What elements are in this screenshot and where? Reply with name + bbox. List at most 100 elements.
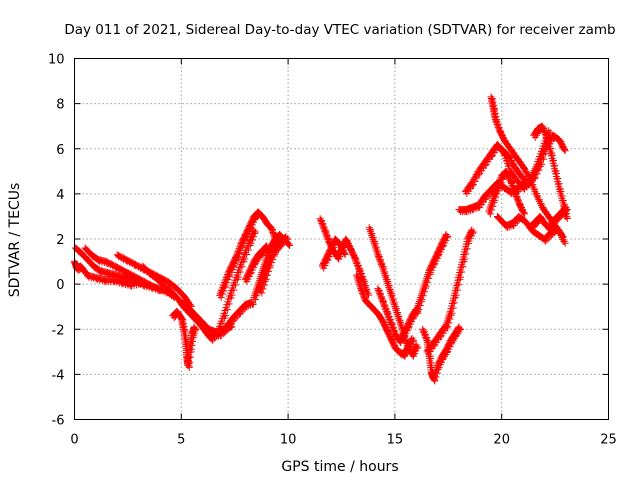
data-point (286, 242, 294, 250)
data-point (188, 341, 196, 349)
chart-title: Day 011 of 2021, Sidereal Day-to-day VTE… (64, 22, 615, 38)
data-point (185, 363, 193, 371)
data-point (244, 246, 252, 254)
data-point (356, 269, 364, 277)
data-point (385, 315, 393, 323)
data-point (251, 228, 259, 236)
data-point (225, 300, 233, 308)
data-point (263, 271, 271, 279)
y-tick-label: 10 (48, 53, 65, 68)
data-point (260, 281, 268, 289)
data-point (215, 330, 223, 338)
data-point (419, 292, 427, 300)
data-point (384, 312, 392, 320)
data-point (232, 281, 240, 289)
data-point (357, 286, 365, 294)
data-point (258, 289, 266, 297)
series-sat-q (374, 285, 422, 347)
series-sat-o (352, 271, 417, 360)
data-point (230, 286, 238, 294)
data-point (322, 231, 330, 239)
data-point (251, 230, 259, 238)
data-point (418, 296, 426, 304)
data-point (377, 293, 385, 301)
data-point (424, 278, 432, 286)
series-sat-h (190, 226, 259, 344)
data-point (387, 320, 395, 328)
data-point (443, 234, 451, 242)
data-point (217, 324, 225, 332)
y-tick-label: 8 (56, 98, 64, 113)
data-point (358, 272, 366, 280)
data-point (321, 228, 329, 236)
data-point (227, 294, 235, 302)
data-point (409, 338, 417, 346)
data-point (420, 330, 428, 338)
data-point (341, 251, 349, 259)
data-point (414, 309, 422, 317)
data-points (71, 93, 571, 385)
data-point (413, 344, 421, 352)
x-tick-label: 0 (70, 433, 78, 448)
data-point (269, 229, 277, 237)
grid-lines (74, 58, 609, 420)
series-sat-b (71, 258, 144, 290)
series-sat-c (81, 244, 163, 295)
data-point (380, 301, 388, 309)
data-point (419, 327, 427, 335)
data-point (376, 289, 384, 297)
data-point (219, 319, 227, 327)
data-point (241, 255, 249, 263)
data-point (228, 291, 236, 299)
y-tick-label: 2 (56, 233, 64, 248)
data-point (262, 275, 270, 283)
data-point (264, 244, 272, 252)
data-point (433, 369, 441, 377)
data-point (243, 251, 251, 259)
data-point (353, 261, 361, 269)
data-point (416, 301, 424, 309)
series-sat-s (412, 230, 452, 317)
series-sat-k (256, 233, 291, 297)
data-point (456, 326, 464, 334)
x-axis-label: GPS time / hours (281, 459, 398, 475)
data-point (283, 235, 291, 243)
data-point (422, 282, 430, 290)
data-point (432, 373, 440, 381)
x-tick-label: 10 (280, 433, 297, 448)
x-tick-label: 25 (600, 433, 617, 448)
y-tick-label: -2 (52, 323, 65, 338)
data-point (456, 325, 464, 333)
data-point (374, 252, 382, 260)
data-point (381, 304, 389, 312)
data-point (420, 288, 428, 296)
data-point (414, 343, 422, 351)
data-point (444, 232, 452, 240)
series-sat-l (241, 242, 272, 286)
x-tick-label: 15 (387, 433, 404, 448)
data-point (236, 268, 244, 276)
series-sat-n (318, 235, 349, 272)
y-tick-label: 0 (56, 278, 64, 293)
data-point (155, 287, 163, 295)
data-point (431, 377, 439, 385)
data-point (189, 338, 197, 346)
data-point (352, 258, 360, 266)
data-point (268, 225, 276, 233)
data-point (383, 309, 391, 317)
x-tick-label: 20 (493, 433, 510, 448)
data-point (186, 353, 194, 361)
data-point (187, 345, 195, 353)
data-point (422, 333, 430, 341)
data-point (341, 249, 349, 257)
data-point (265, 268, 273, 276)
data-point (249, 300, 257, 308)
y-tick-label: 4 (56, 188, 64, 203)
data-point (186, 358, 194, 366)
data-point (251, 296, 259, 304)
data-point (374, 286, 382, 294)
data-point (259, 285, 267, 293)
data-point (425, 274, 433, 282)
data-point (390, 327, 398, 335)
